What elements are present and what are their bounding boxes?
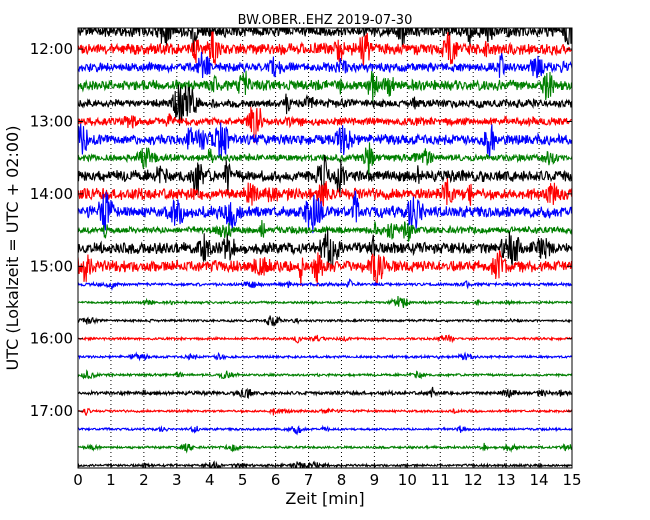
y-tick-label: 14:00	[30, 185, 73, 203]
x-tick-label: 14	[530, 471, 549, 489]
x-tick-label: 2	[139, 471, 149, 489]
x-tick-label: 10	[398, 471, 417, 489]
x-tick-label: 9	[370, 471, 380, 489]
seismogram-trace	[78, 407, 572, 417]
seismogram-trace	[78, 424, 572, 436]
seismogram-trace	[78, 219, 572, 243]
x-tick-label: 3	[172, 471, 182, 489]
seismogram-trace	[78, 190, 572, 235]
x-tick-label: 6	[271, 471, 281, 489]
y-tick-label: 15:00	[30, 257, 73, 275]
seismogram-trace	[78, 229, 572, 268]
seismogram-trace	[78, 250, 572, 287]
x-tick-label: 5	[238, 471, 248, 489]
seismogram-traces	[78, 28, 572, 468]
y-tick-label: 17:00	[30, 402, 73, 420]
seismogram-trace	[78, 177, 572, 207]
seismogram-trace	[78, 442, 572, 454]
y-tick-label: 12:00	[30, 40, 73, 58]
x-tick-label: 1	[106, 471, 116, 489]
seismogram-trace	[78, 84, 572, 126]
seismogram-trace	[78, 315, 572, 327]
seismogram-trace	[78, 51, 572, 79]
x-tick-label: 12	[464, 471, 483, 489]
seismogram-trace	[78, 460, 572, 468]
seismogram-trace	[78, 334, 572, 344]
y-tick-label: 13:00	[30, 113, 73, 131]
x-tick-label: 15	[562, 471, 581, 489]
seismogram-trace	[78, 295, 572, 309]
seismogram-trace	[78, 386, 572, 400]
seismogram-trace	[78, 278, 572, 291]
y-tick-label: 16:00	[30, 330, 73, 348]
y-axis-title: UTC (Lokalzeit = UTC + 02:00)	[3, 126, 22, 371]
seismogram-trace	[78, 31, 572, 67]
y-axis: 12:00 13:00 14:00 15:00 16:00 17:00	[30, 40, 572, 420]
seismogram-trace	[78, 70, 572, 103]
x-tick-label: 7	[304, 471, 314, 489]
chart-title: BW.OBER..EHZ 2019-07-30	[238, 13, 413, 28]
x-tick-label: 11	[431, 471, 450, 489]
seismogram-trace	[78, 154, 572, 197]
seismogram-trace	[78, 351, 572, 362]
x-axis: 0 1 2 3 4 5 6 7 8 9 10 11 12 13 14 15	[73, 28, 582, 489]
x-tick-label: 4	[205, 471, 215, 489]
x-axis-title: Zeit [min]	[285, 489, 364, 508]
x-tick-label: 13	[497, 471, 516, 489]
seismogram-trace	[78, 106, 572, 144]
plot-frame	[77, 27, 573, 469]
x-tick-label: 0	[73, 471, 83, 489]
x-tick-label: 8	[337, 471, 347, 489]
seismogram-trace	[78, 28, 572, 52]
seismogram-trace	[78, 369, 572, 380]
